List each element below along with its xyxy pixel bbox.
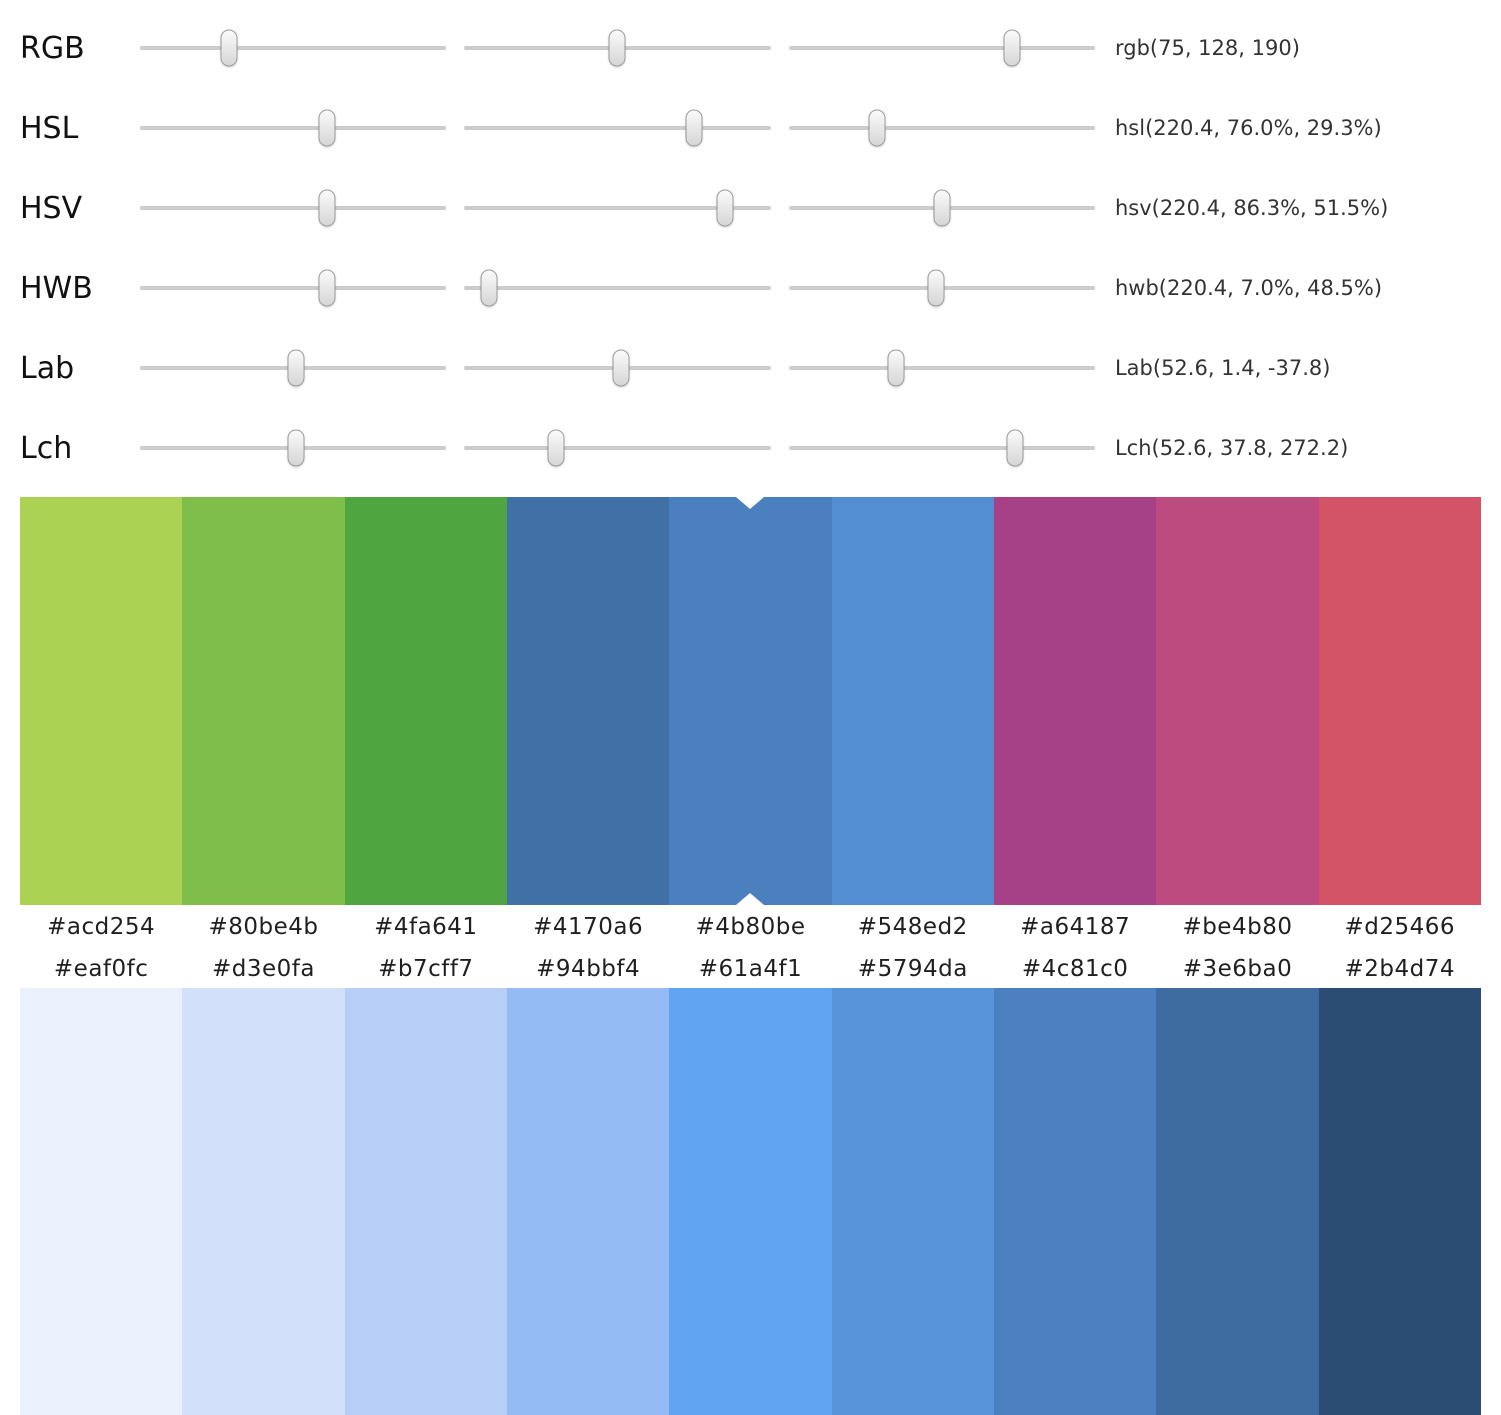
scale-swatch[interactable] [344,988,507,1415]
colorspace-label: Lab [20,350,75,386]
slider-thumb[interactable] [927,269,945,307]
slider-row-rgb: RGB rgb(75, 128, 190) [20,8,1481,88]
swatch-hex-label: #80be4b [208,914,319,940]
swatch-hex-label: #eaf0fc [53,955,149,982]
scale-swatch[interactable] [831,988,994,1415]
swatch-hex-label: #4c81c0 [1021,955,1129,982]
slider-track[interactable] [788,349,1095,387]
slider-track[interactable] [140,109,447,147]
swatch-hex-label: #d3e0fa [212,955,315,982]
slider-track[interactable] [464,109,771,147]
palette-swatch[interactable] [831,497,994,905]
slider-track[interactable] [788,429,1095,467]
slider-track[interactable] [140,189,447,227]
swatch-hex-label: #d25466 [1344,914,1456,940]
palette-swatch[interactable] [506,497,670,905]
slider-thumb[interactable] [1006,429,1024,467]
slider-row-hsv: HSV hsv(220.4, 86.3%, 51.5%) [20,168,1481,248]
scale-swatch[interactable] [669,988,832,1415]
slider-track[interactable] [140,429,447,467]
color-value-text: Lab(52.6, 1.4, -37.8) [1114,356,1331,380]
swatch-hex-label: #548ed2 [857,914,968,940]
palette-swatch[interactable] [344,497,507,905]
lightness-scale-strip [20,988,1481,1415]
palette-swatch[interactable] [182,497,345,905]
slider-track[interactable] [788,29,1095,67]
swatch-hex-label: #61a4f1 [698,955,803,982]
scale-swatch[interactable] [182,988,345,1415]
slider-thumb[interactable] [933,189,951,227]
hue-palette-hex-labels: #acd254 #80be4b #4fa641 #4170a6 #4b80be … [20,905,1481,949]
color-value-text: hwb(220.4, 7.0%, 48.5%) [1114,276,1383,300]
hue-palette-strip [20,497,1481,905]
swatch-hex-label: #4b80be [695,914,806,940]
slider-thumb[interactable] [318,269,336,307]
slider-track[interactable] [140,29,447,67]
slider-track[interactable] [140,349,447,387]
color-value-text: rgb(75, 128, 190) [1114,36,1300,60]
palette-swatch-selected[interactable] [669,497,832,905]
scale-swatch[interactable] [506,988,670,1415]
colorspace-label: RGB [20,30,85,66]
slider-track[interactable] [788,109,1095,147]
palette-swatch[interactable] [1318,497,1481,905]
scale-swatch[interactable] [20,988,183,1415]
slider-thumb[interactable] [318,189,336,227]
slider-thumb[interactable] [1003,29,1021,67]
slider-track[interactable] [788,189,1095,227]
color-value-text: hsl(220.4, 76.0%, 29.3%) [1114,116,1382,140]
colorspace-label: HSV [20,190,83,226]
colorspace-label: Lch [20,430,73,466]
slider-thumb[interactable] [685,109,703,147]
scale-swatch[interactable] [993,988,1157,1415]
slider-thumb[interactable] [608,29,626,67]
slider-row-lch: Lch Lch(52.6, 37.8, 272.2) [20,408,1481,488]
palette-swatch[interactable] [993,497,1157,905]
color-value-text: hsv(220.4, 86.3%, 51.5%) [1114,196,1389,220]
swatch-hex-label: #b7cff7 [378,955,474,982]
swatch-hex-label: #acd254 [47,914,156,940]
slider-thumb[interactable] [287,429,305,467]
swatch-hex-label: #2b4d74 [1344,955,1456,982]
slider-thumb[interactable] [716,189,734,227]
slider-track[interactable] [464,269,771,307]
scale-swatch[interactable] [1318,988,1481,1415]
colorspace-label: HWB [20,270,93,306]
color-value-text: Lch(52.6, 37.8, 272.2) [1114,436,1349,460]
slider-thumb[interactable] [547,429,565,467]
palette-swatch[interactable] [20,497,183,905]
slider-thumb[interactable] [220,29,238,67]
slider-row-lab: Lab Lab(52.6, 1.4, -37.8) [20,328,1481,408]
slider-track[interactable] [464,29,771,67]
slider-thumb[interactable] [318,109,336,147]
swatch-hex-label: #4fa641 [374,914,478,940]
slider-track[interactable] [788,269,1095,307]
swatch-hex-label: #5794da [857,955,968,982]
color-sliders-panel: RGB rgb(75, 128, 190) HSL hsl(220.4, 76.… [0,0,1501,488]
colorspace-label: HSL [20,110,79,146]
palette-swatch[interactable] [1156,497,1319,905]
slider-track[interactable] [464,189,771,227]
slider-track[interactable] [464,429,771,467]
slider-thumb[interactable] [887,349,905,387]
swatch-hex-label: #94bbf4 [536,955,641,982]
slider-thumb[interactable] [868,109,886,147]
slider-row-hsl: HSL hsl(220.4, 76.0%, 29.3%) [20,88,1481,168]
slider-thumb[interactable] [287,349,305,387]
slider-row-hwb: HWB hwb(220.4, 7.0%, 48.5%) [20,248,1481,328]
swatch-hex-label: #4170a6 [533,914,644,940]
swatch-hex-label: #be4b80 [1182,914,1293,940]
slider-track[interactable] [464,349,771,387]
slider-track[interactable] [140,269,447,307]
slider-thumb[interactable] [612,349,630,387]
swatch-hex-label: #a64187 [1020,914,1131,940]
swatch-hex-label: #3e6ba0 [1182,955,1293,982]
scale-swatch[interactable] [1156,988,1319,1415]
slider-thumb[interactable] [480,269,498,307]
lightness-scale-hex-labels: #eaf0fc #d3e0fa #b7cff7 #94bbf4 #61a4f1 … [20,949,1481,988]
